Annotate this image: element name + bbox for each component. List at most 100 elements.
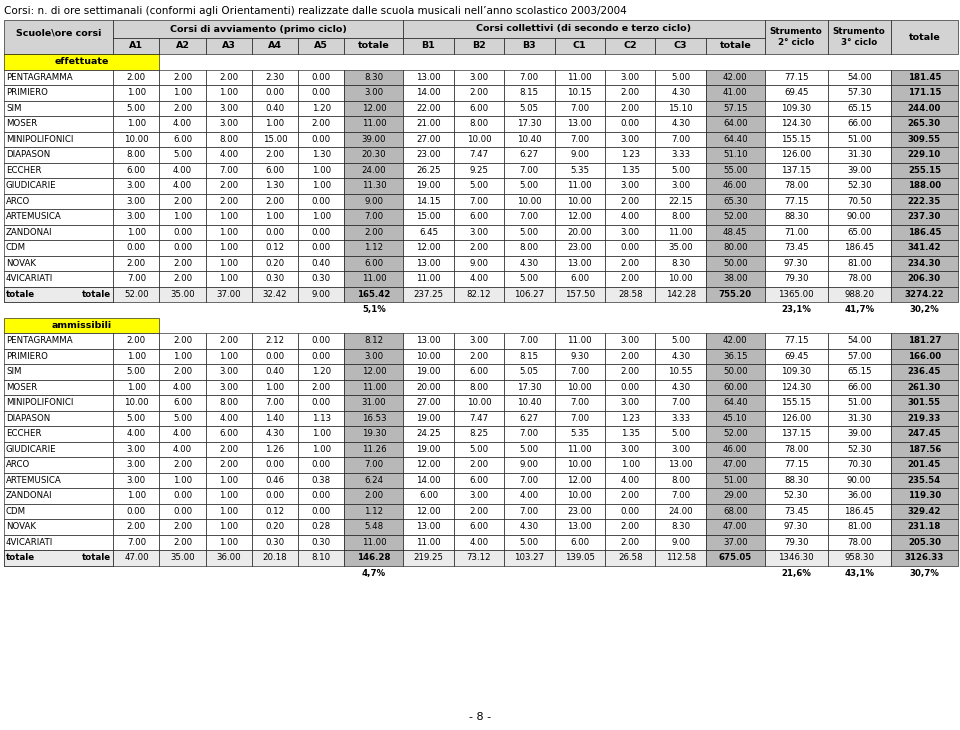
Bar xyxy=(454,225,504,240)
Text: PRIMIERO: PRIMIERO xyxy=(6,88,48,97)
Bar xyxy=(205,457,252,472)
Bar xyxy=(706,178,765,193)
Text: 1.00: 1.00 xyxy=(127,352,146,361)
Text: 24.00: 24.00 xyxy=(362,166,386,174)
Bar xyxy=(765,550,828,566)
Bar xyxy=(345,457,403,472)
Bar xyxy=(504,147,555,163)
Bar xyxy=(205,504,252,519)
Bar xyxy=(605,442,656,457)
Bar xyxy=(555,85,605,101)
Bar xyxy=(454,410,504,426)
Bar xyxy=(706,271,765,286)
Bar xyxy=(765,519,828,534)
Bar xyxy=(205,426,252,442)
Text: 15.00: 15.00 xyxy=(263,135,287,144)
Text: 12.00: 12.00 xyxy=(362,104,386,112)
Bar xyxy=(891,457,958,472)
Text: 12.00: 12.00 xyxy=(567,212,592,221)
Bar xyxy=(403,147,454,163)
Bar xyxy=(299,131,345,147)
Bar xyxy=(299,395,345,410)
Text: 65.15: 65.15 xyxy=(847,367,872,376)
Bar xyxy=(159,255,205,271)
Text: PENTAGRAMMA: PENTAGRAMMA xyxy=(6,73,73,82)
Text: 1.30: 1.30 xyxy=(266,181,284,191)
Bar xyxy=(159,147,205,163)
Text: 8.30: 8.30 xyxy=(671,258,690,268)
Bar xyxy=(252,519,299,534)
Text: 2.12: 2.12 xyxy=(266,337,284,345)
Text: 6.45: 6.45 xyxy=(419,228,438,237)
Text: 65.15: 65.15 xyxy=(847,104,872,112)
Bar xyxy=(504,271,555,286)
Bar xyxy=(605,163,656,178)
Text: 8.15: 8.15 xyxy=(519,352,539,361)
Text: B2: B2 xyxy=(472,42,486,50)
Bar xyxy=(555,271,605,286)
Bar xyxy=(891,519,958,534)
Bar xyxy=(454,193,504,209)
Text: 181.27: 181.27 xyxy=(907,337,941,345)
Bar xyxy=(159,69,205,85)
Text: 4.00: 4.00 xyxy=(469,538,489,547)
Text: 90.00: 90.00 xyxy=(847,476,872,485)
Text: 19.00: 19.00 xyxy=(417,367,441,376)
Text: 78.00: 78.00 xyxy=(784,445,808,454)
Text: 52.30: 52.30 xyxy=(847,445,872,454)
Text: 69.45: 69.45 xyxy=(784,352,808,361)
Bar xyxy=(891,488,958,504)
Bar xyxy=(299,410,345,426)
Bar xyxy=(765,348,828,364)
Text: 5.00: 5.00 xyxy=(469,445,489,454)
Text: 1.00: 1.00 xyxy=(127,383,146,392)
Bar xyxy=(706,85,765,101)
Bar xyxy=(159,85,205,101)
Bar xyxy=(555,286,605,302)
Text: 26.58: 26.58 xyxy=(618,553,642,562)
Text: 1.00: 1.00 xyxy=(219,274,238,283)
Bar xyxy=(504,442,555,457)
Bar xyxy=(706,488,765,504)
Text: 37.00: 37.00 xyxy=(723,538,748,547)
Text: 755.20: 755.20 xyxy=(719,290,752,299)
Text: 341.42: 341.42 xyxy=(907,243,941,253)
Bar xyxy=(605,364,656,380)
Bar xyxy=(828,69,891,85)
Text: 22.15: 22.15 xyxy=(668,197,693,206)
Bar xyxy=(159,519,205,534)
Bar xyxy=(555,193,605,209)
Bar xyxy=(4,131,113,147)
Bar xyxy=(345,193,403,209)
Text: 10.00: 10.00 xyxy=(467,399,492,407)
Text: 7.00: 7.00 xyxy=(519,73,539,82)
Text: 97.30: 97.30 xyxy=(784,258,808,268)
Text: 31.00: 31.00 xyxy=(362,399,386,407)
Bar xyxy=(765,410,828,426)
Text: 10.00: 10.00 xyxy=(124,135,149,144)
Text: 186.45: 186.45 xyxy=(844,507,875,516)
Bar xyxy=(555,38,605,54)
Bar xyxy=(4,318,159,333)
Text: 1.00: 1.00 xyxy=(219,507,238,516)
Bar xyxy=(4,286,113,302)
Bar xyxy=(555,101,605,116)
Bar xyxy=(113,472,159,488)
Bar xyxy=(605,209,656,225)
Bar xyxy=(765,255,828,271)
Bar xyxy=(605,225,656,240)
Text: 3.00: 3.00 xyxy=(219,104,238,112)
Text: 0.30: 0.30 xyxy=(312,274,331,283)
Bar xyxy=(159,116,205,131)
Bar xyxy=(205,240,252,256)
Text: 0.00: 0.00 xyxy=(312,460,331,469)
Bar xyxy=(765,426,828,442)
Text: 0.12: 0.12 xyxy=(266,507,284,516)
Bar xyxy=(345,333,403,348)
Text: 3.00: 3.00 xyxy=(127,181,146,191)
Text: 137.15: 137.15 xyxy=(781,429,811,438)
Text: 65.30: 65.30 xyxy=(723,197,748,206)
Bar xyxy=(656,488,706,504)
Text: 5.00: 5.00 xyxy=(519,274,539,283)
Text: B3: B3 xyxy=(522,42,536,50)
